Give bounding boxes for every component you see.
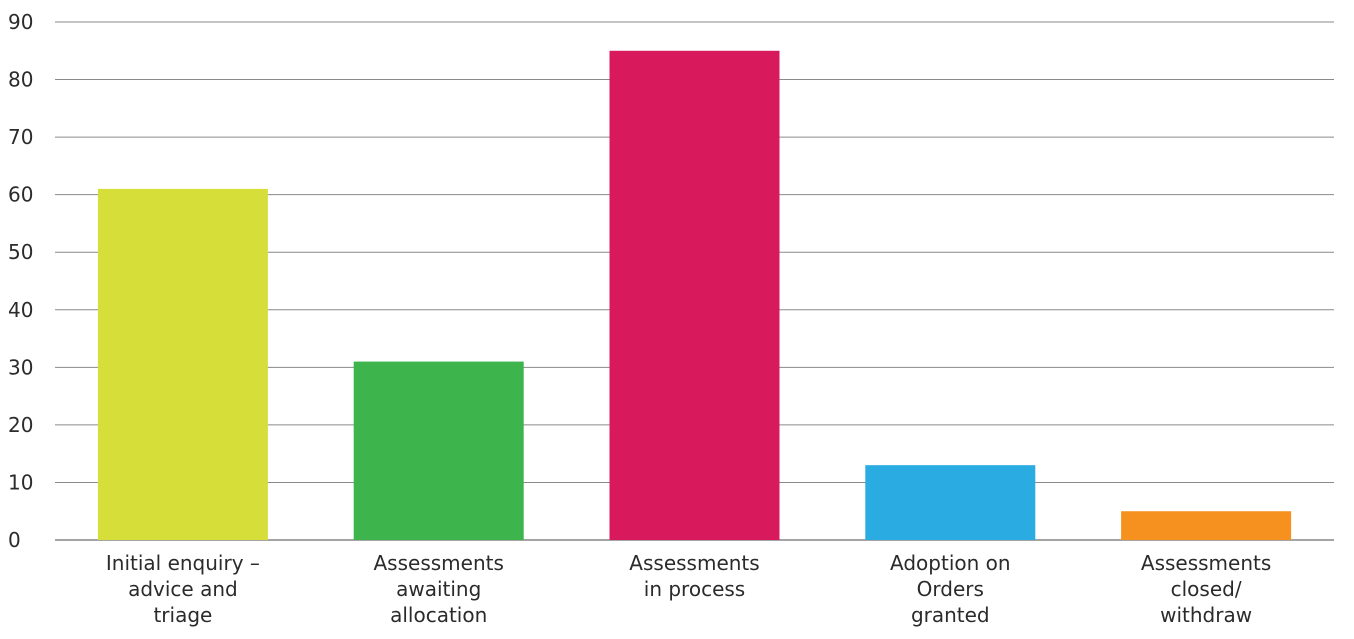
y-tick-label-90: 90 <box>8 10 33 34</box>
x-tick-label-1: Initial enquiry – advice and triage <box>106 551 260 627</box>
y-tick-label-60: 60 <box>8 183 33 207</box>
x-axis-ticks: Initial enquiry – advice and triage Assessm… <box>106 551 1271 627</box>
x-tick-label-5: Assessments closed/withdraw <box>1141 551 1271 627</box>
bar-4 <box>865 465 1036 540</box>
y-tick-label-80: 80 <box>8 68 33 92</box>
y-tick-label-10: 10 <box>8 470 33 494</box>
bar-2 <box>353 361 524 540</box>
y-tick-label-50: 50 <box>8 240 33 264</box>
y-axis-ticks: 0 10 20 30 40 50 60 70 80 90 <box>8 10 33 552</box>
y-tick-label-40: 40 <box>8 298 33 322</box>
bar-1 <box>97 188 268 540</box>
y-tick-label-20: 20 <box>8 413 33 437</box>
y-tick-label-70: 70 <box>8 125 33 149</box>
x-tick-label-2: Assessments awaiting allocation <box>374 551 504 627</box>
bars <box>97 50 1292 541</box>
bar-5 <box>1121 511 1292 540</box>
x-tick-label-3: Assessments in process <box>629 551 759 601</box>
y-tick-label-30: 30 <box>8 355 33 379</box>
y-tick-label-0: 0 <box>8 528 21 552</box>
bar-3 <box>609 50 780 541</box>
x-tick-label-4: Adoption on Orders granted <box>890 551 1011 627</box>
